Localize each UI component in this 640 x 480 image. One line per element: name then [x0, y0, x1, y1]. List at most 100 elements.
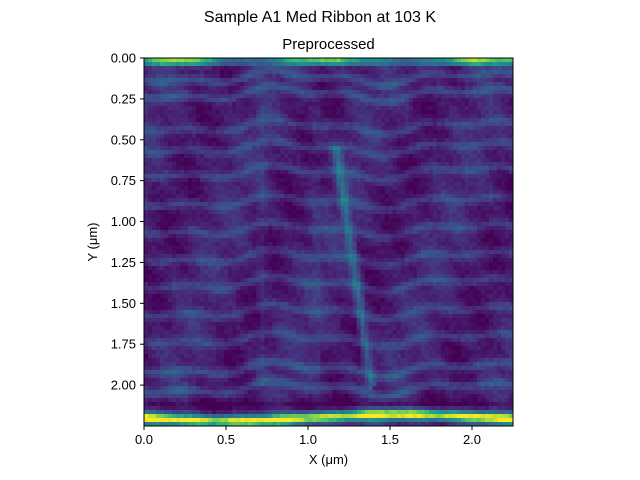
heatmap-cell — [156, 150, 161, 155]
heatmap-cell — [388, 134, 394, 139]
heatmap-cell — [364, 58, 370, 63]
heatmap-cell — [424, 262, 430, 267]
heatmap-cell — [364, 214, 370, 219]
heatmap-cell — [328, 242, 334, 247]
heatmap-cell — [188, 110, 193, 115]
heatmap-cell — [252, 246, 257, 251]
heatmap-cell — [292, 250, 298, 255]
heatmap-cell — [432, 134, 438, 139]
heatmap-cell — [356, 178, 362, 183]
heatmap-cell — [436, 266, 442, 271]
heatmap-cell — [236, 242, 241, 247]
heatmap-cell — [388, 230, 394, 235]
heatmap-cell — [364, 114, 370, 119]
heatmap-cell — [488, 158, 494, 163]
heatmap-cell — [244, 234, 249, 239]
heatmap-cell — [496, 150, 502, 155]
heatmap-cell — [336, 198, 342, 203]
heatmap-cell — [348, 98, 354, 103]
heatmap-cell — [296, 138, 302, 143]
heatmap-cell — [416, 254, 422, 259]
heatmap-cell — [232, 126, 237, 131]
heatmap-cell — [240, 230, 245, 235]
heatmap-cell — [496, 126, 502, 131]
heatmap-cell — [344, 154, 350, 159]
heatmap-cell — [500, 166, 506, 171]
heatmap-cell — [152, 238, 157, 243]
heatmap-cell — [388, 106, 394, 111]
heatmap-cell — [256, 102, 261, 107]
heatmap-cell — [484, 270, 490, 275]
heatmap-cell — [368, 254, 374, 259]
heatmap-cell — [420, 246, 426, 251]
heatmap-cell — [248, 66, 253, 71]
heatmap-cell — [300, 110, 306, 115]
heatmap-cell — [384, 74, 390, 79]
heatmap-cell — [440, 234, 446, 239]
heatmap-cell — [228, 70, 233, 75]
heatmap-cell — [164, 178, 169, 183]
heatmap-cell — [220, 102, 225, 107]
heatmap-cell — [164, 62, 169, 67]
heatmap-cell — [480, 70, 486, 75]
heatmap-cell — [212, 238, 217, 243]
heatmap-cell — [312, 74, 318, 79]
heatmap-cell — [312, 222, 318, 227]
heatmap-cell — [236, 254, 241, 259]
heatmap-cell — [344, 266, 350, 271]
heatmap-cell — [148, 158, 153, 163]
heatmap-cell — [328, 86, 334, 91]
heatmap-cell — [444, 190, 450, 195]
heatmap-cell — [280, 134, 285, 139]
heatmap-cell — [460, 134, 466, 139]
heatmap-cell — [420, 66, 426, 71]
heatmap-cell — [372, 90, 378, 95]
heatmap-cell — [440, 182, 446, 187]
heatmap-cell — [464, 78, 470, 83]
heatmap-cell — [176, 186, 181, 191]
heatmap-cell — [300, 222, 306, 227]
heatmap-cell — [428, 218, 434, 223]
heatmap-cell — [248, 238, 253, 243]
heatmap-cell — [200, 106, 205, 111]
heatmap-cell — [372, 86, 378, 91]
heatmap-cell — [448, 266, 454, 271]
heatmap-cell — [152, 102, 157, 107]
heatmap-cell — [340, 202, 346, 207]
heatmap-cell — [296, 254, 302, 259]
heatmap-cell — [324, 190, 330, 195]
heatmap-cell — [368, 126, 374, 131]
heatmap-cell — [308, 254, 314, 259]
heatmap-cell — [156, 174, 161, 179]
heatmap-cell — [300, 234, 306, 239]
heatmap-cell — [244, 154, 249, 159]
heatmap-cell — [144, 98, 149, 103]
heatmap-cell — [408, 214, 414, 219]
heatmap-cell — [156, 246, 161, 251]
heatmap-cell — [448, 230, 454, 235]
heatmap-cell — [492, 134, 498, 139]
heatmap-cell — [240, 106, 245, 111]
heatmap-cell — [292, 70, 298, 75]
heatmap-cell — [476, 122, 482, 127]
heatmap-cell — [432, 166, 438, 171]
heatmap-cell — [284, 174, 289, 179]
heatmap-cell — [260, 142, 265, 147]
heatmap-cell — [196, 134, 201, 139]
heatmap-cell — [180, 82, 185, 87]
heatmap-cell — [504, 178, 510, 183]
heatmap-cell — [212, 206, 217, 211]
heatmap-cell — [204, 170, 209, 175]
heatmap-cell — [348, 58, 354, 63]
heatmap-cell — [152, 150, 157, 155]
heatmap-cell — [484, 162, 490, 167]
heatmap-cell — [316, 186, 322, 191]
heatmap-cell — [312, 110, 318, 115]
heatmap-cell — [356, 114, 362, 119]
heatmap-cell — [456, 246, 462, 251]
heatmap-cell — [204, 186, 209, 191]
heatmap-cell — [284, 126, 289, 131]
heatmap-cell — [332, 210, 338, 215]
heatmap-cell — [344, 198, 350, 203]
heatmap-cell — [348, 170, 354, 175]
